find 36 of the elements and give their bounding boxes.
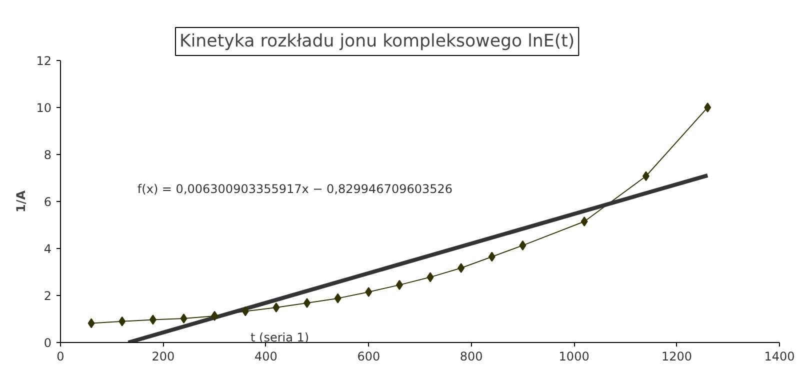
- point: [334, 293, 342, 304]
- point: [426, 272, 434, 282]
- point: [519, 240, 526, 250]
- annotation: f(x) = 0,006300903355917x − 0,829946709603526: [137, 182, 453, 196]
- x-tick-label: 600: [357, 350, 380, 364]
- x-tick-label: 1400: [764, 350, 795, 364]
- y-tick-label: 12: [36, 54, 52, 68]
- point: [304, 298, 311, 308]
- point: [580, 216, 588, 226]
- point: [458, 263, 465, 274]
- point: [242, 306, 249, 316]
- x-tick-label: 1000: [558, 350, 590, 364]
- point: [88, 318, 95, 328]
- point: [211, 310, 218, 321]
- x-tick-label: 200: [152, 350, 175, 364]
- point: [396, 280, 403, 290]
- y-tick-label: 4: [44, 242, 52, 256]
- point: [365, 286, 372, 297]
- chart-title: Kinetyka rozkładu jonu kompleksowego lnE(t): [180, 32, 575, 52]
- y-tick-label: 0: [44, 336, 52, 350]
- x-tick-label: 400: [254, 350, 278, 364]
- y-tick-label: 6: [44, 195, 52, 209]
- x-tick-label: 1200: [662, 350, 692, 364]
- y-tick-label: 10: [36, 101, 52, 115]
- point: [704, 102, 712, 112]
- point: [642, 171, 650, 182]
- point: [272, 302, 280, 312]
- y-axis-title: 1/A: [14, 190, 28, 213]
- x-tick-label: 800: [460, 350, 483, 364]
- point: [180, 314, 188, 324]
- point: [488, 252, 496, 262]
- y-tick-label: 2: [44, 289, 52, 303]
- y-tick-label: 8: [44, 148, 52, 162]
- point: [149, 314, 156, 325]
- point: [118, 316, 126, 326]
- x-tick-label: 0: [56, 350, 64, 364]
